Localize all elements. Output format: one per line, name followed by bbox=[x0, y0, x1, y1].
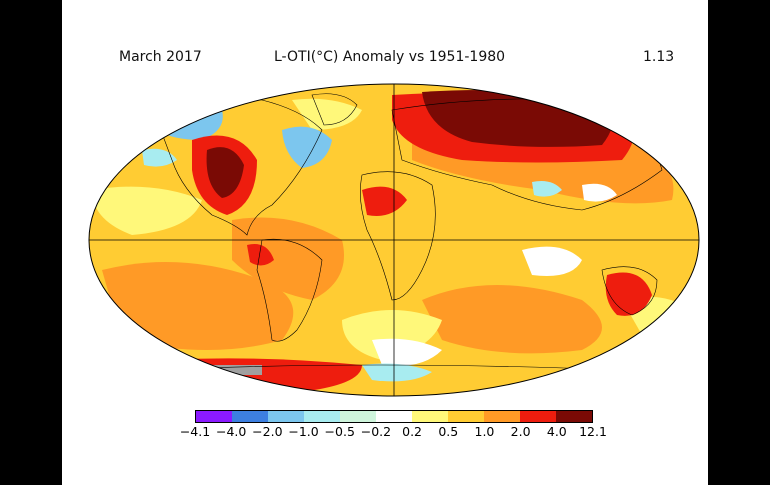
anomaly-indian-ocean bbox=[422, 285, 602, 354]
colorbar-bin bbox=[376, 411, 412, 422]
coast-south-america bbox=[256, 238, 323, 342]
colorbar-bin bbox=[268, 411, 304, 422]
colorbar-bin bbox=[412, 411, 448, 422]
anomaly-pacific-north bbox=[92, 186, 202, 235]
colorbar-bin bbox=[448, 411, 484, 422]
anomaly-labrador-cold bbox=[282, 126, 332, 168]
colorbar-bin bbox=[196, 411, 232, 422]
colorbar bbox=[195, 410, 593, 423]
colorbar-tick: 4.0 bbox=[546, 424, 567, 439]
colorbar-bin bbox=[232, 411, 268, 422]
temperature-anomaly-map bbox=[88, 83, 700, 397]
global-mean-anomaly: 1.13 bbox=[643, 49, 675, 65]
anomaly-pacific-south bbox=[102, 262, 294, 350]
coast-australia bbox=[601, 266, 658, 316]
anomaly-indian-white bbox=[522, 246, 582, 276]
anomaly-peru-warm bbox=[247, 244, 274, 266]
colorbar-bin bbox=[340, 411, 376, 422]
colorbar-tick: −2.0 bbox=[252, 424, 283, 439]
colorbar-tick: 0.5 bbox=[438, 424, 459, 439]
coast-africa bbox=[360, 171, 436, 301]
colorbar-tick: −4.0 bbox=[215, 424, 247, 439]
anomaly-us-extreme bbox=[206, 147, 244, 198]
colorbar-bin bbox=[304, 411, 340, 422]
colorbar-tick: −1.0 bbox=[288, 424, 319, 439]
colorbar-tick: 2.0 bbox=[510, 424, 531, 439]
colorbar-tick: −0.5 bbox=[324, 424, 355, 439]
anomaly-n-africa-warm bbox=[362, 186, 407, 216]
coast-greenland bbox=[311, 93, 358, 126]
colorbar-tick: 1.0 bbox=[474, 424, 495, 439]
map-title: L-OTI(°C) Anomaly vs 1951-1980 bbox=[274, 49, 506, 65]
map-graticule bbox=[89, 84, 699, 396]
anomaly-southern-white bbox=[372, 338, 442, 366]
colorbar-bin bbox=[484, 411, 520, 422]
map-border bbox=[88, 83, 700, 397]
anomaly-antarctic-cool bbox=[362, 363, 432, 382]
anomaly-central-asia-cool bbox=[532, 181, 562, 197]
colorbar-tick: 0.2 bbox=[402, 424, 423, 439]
colorbar-tick: −0.2 bbox=[360, 424, 392, 439]
anomaly-pacific-cool bbox=[142, 148, 177, 167]
colorbar-tick-labels: −4.1 −4.0 −2.0 −1.0 −0.5 −0.2 0.2 0.5 1.0 2.0 4.0 1… bbox=[172, 424, 622, 442]
map-date: March 2017 bbox=[119, 49, 202, 65]
colorbar-tick: −4.1 bbox=[179, 424, 211, 439]
anomaly-tibet-white bbox=[582, 183, 617, 202]
colorbar-bin bbox=[520, 411, 556, 422]
colorbar-tick: 12.1 bbox=[579, 424, 607, 439]
figure-panel: March 2017 L-OTI(°C) Anomaly vs 1951-198… bbox=[62, 0, 708, 485]
anomaly-greenland bbox=[292, 98, 362, 130]
colorbar-bin bbox=[556, 411, 592, 422]
